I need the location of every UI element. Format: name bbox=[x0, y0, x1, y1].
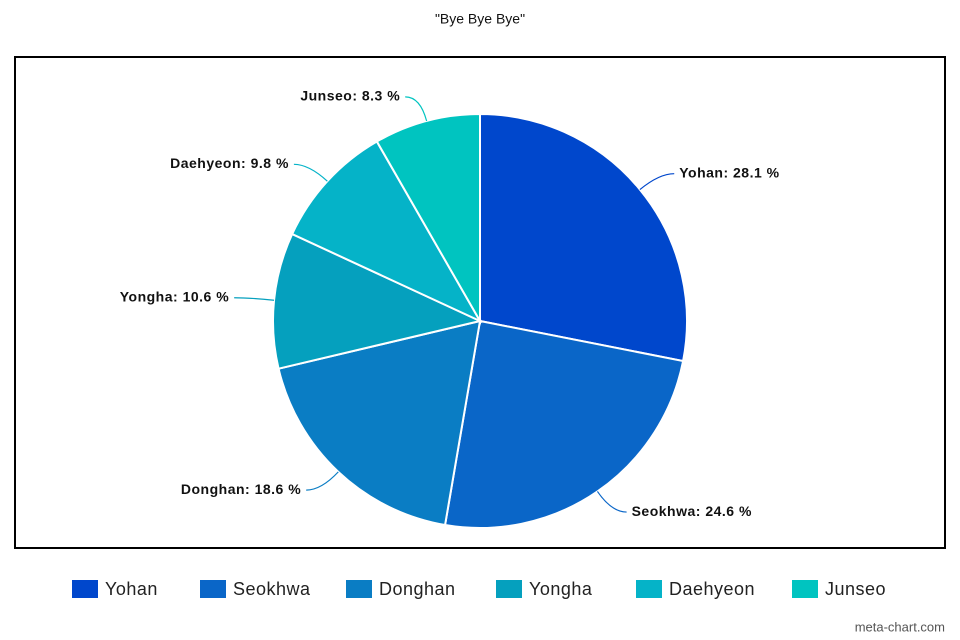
data-label: Daehyeon: 9.8 % bbox=[170, 155, 289, 171]
legend-label: Donghan bbox=[379, 579, 456, 599]
data-label: Yohan: 28.1 % bbox=[679, 164, 779, 180]
legend-label: Yongha bbox=[529, 579, 593, 599]
pie-slice bbox=[443, 319, 685, 529]
legend-swatch bbox=[792, 580, 818, 598]
leader-line bbox=[405, 96, 428, 122]
watermark: meta-chart.com bbox=[855, 619, 945, 634]
legend-swatch bbox=[636, 580, 662, 598]
pie-slice bbox=[290, 140, 483, 324]
plot-frame bbox=[14, 56, 946, 549]
leader-line bbox=[306, 471, 339, 491]
legend-label: Junseo bbox=[825, 579, 886, 599]
pie-slice bbox=[272, 232, 484, 370]
chart-title: "Bye Bye Bye" bbox=[435, 11, 525, 27]
pie-slice bbox=[479, 112, 688, 363]
data-label: Junseo: 8.3 % bbox=[300, 88, 400, 104]
legend-swatch bbox=[72, 580, 98, 598]
leader-line bbox=[234, 297, 275, 301]
legend-label: Daehyeon bbox=[669, 579, 755, 599]
legend-label: Seokhwa bbox=[233, 579, 311, 599]
data-label: Seokhwa: 24.6 % bbox=[632, 503, 752, 519]
pie-slice bbox=[277, 319, 482, 527]
leader-line bbox=[293, 163, 328, 182]
data-label: Yongha: 10.6 % bbox=[120, 288, 229, 304]
data-label: Donghan: 18.6 % bbox=[181, 481, 301, 497]
leader-line bbox=[639, 173, 675, 191]
legend-swatch bbox=[346, 580, 372, 598]
legend-swatch bbox=[496, 580, 522, 598]
leader-line bbox=[596, 491, 627, 513]
legend-label: Yohan bbox=[105, 579, 158, 599]
legend-swatch bbox=[200, 580, 226, 598]
